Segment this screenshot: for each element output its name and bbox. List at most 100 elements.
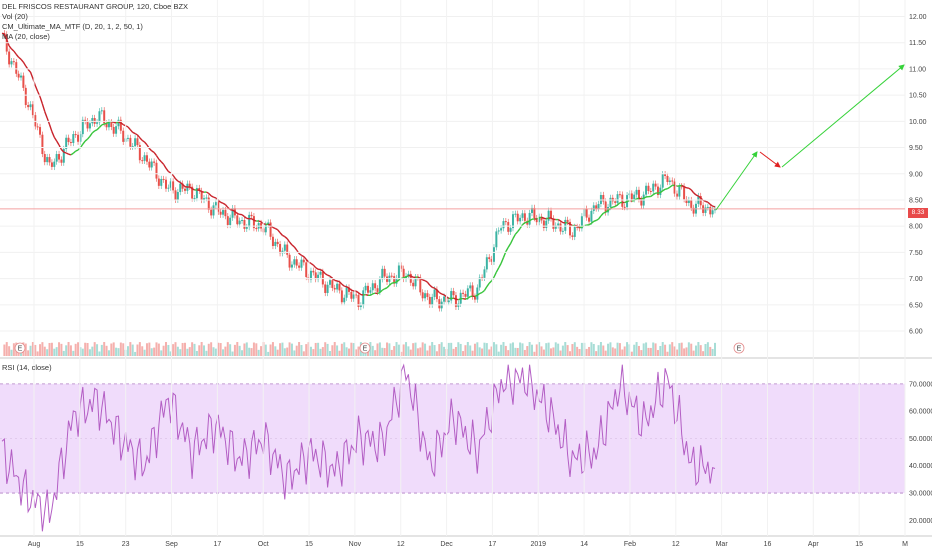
candle-body (53, 161, 56, 167)
candle-body (164, 179, 167, 189)
volume-bar (611, 347, 614, 356)
candle-body (324, 284, 327, 293)
ma-segment (237, 212, 240, 216)
ma-segment (289, 241, 293, 246)
volume-bar (576, 346, 579, 356)
ma-segment (141, 139, 146, 143)
volume-bar (395, 342, 398, 356)
ma-segment (431, 286, 435, 289)
ma-segment (417, 276, 421, 279)
ma-segment (241, 214, 245, 218)
candle-body (269, 222, 272, 237)
volume-bar (205, 350, 208, 356)
ma-segment (384, 287, 388, 290)
volume-bar (326, 343, 329, 356)
volume-bar (647, 347, 650, 356)
ma-segment (315, 267, 319, 270)
volume-bar (690, 343, 693, 356)
ma-mtf-legend[interactable]: CM_Ultimate_MA_MTF (D, 20, 1, 2, 50, 1) (2, 22, 143, 31)
ma-segment (346, 286, 350, 289)
ma-legend[interactable]: MA (20, close) (2, 32, 50, 41)
ma-segment (267, 223, 271, 227)
ma-segment (538, 216, 542, 219)
candle-body (81, 119, 84, 135)
ma-segment (465, 297, 469, 300)
ma-segment (693, 192, 697, 196)
volume-bar (599, 342, 602, 356)
volume-bar (252, 342, 255, 356)
candle-body (462, 292, 465, 294)
ma-segment (709, 203, 714, 207)
candle-body (516, 213, 519, 222)
price-tick-label: 11.50 (909, 40, 926, 47)
candle-body (55, 154, 58, 162)
volume-bar (162, 345, 165, 356)
ma-segment (68, 153, 72, 156)
volume-bar (547, 342, 550, 356)
candle-body (550, 210, 553, 219)
ma-segment (179, 181, 184, 185)
volume-bar (507, 350, 510, 356)
candle-body (419, 277, 422, 293)
rsi-line (1, 363, 716, 532)
volume-bar (666, 351, 669, 356)
candle-body (8, 51, 11, 65)
volume-bar (675, 349, 678, 356)
candle-body (46, 157, 49, 163)
earnings-marker-label: E (18, 346, 23, 353)
ma-segment (529, 218, 533, 222)
candle-body (473, 296, 476, 300)
candle-body (222, 210, 225, 215)
volume-bar (88, 349, 91, 356)
volume-bar (222, 349, 225, 356)
ma-segment (631, 199, 635, 202)
ma-segment (258, 220, 262, 223)
candle-body (103, 110, 106, 124)
volume-bar (590, 342, 593, 356)
ma-segment (344, 285, 347, 288)
price-tick-label: 9.00 (909, 171, 923, 178)
ma-segment (610, 206, 614, 209)
volume-bar (409, 349, 412, 356)
rsi-legend[interactable]: RSI (14, close) (2, 363, 52, 372)
volume-bar (635, 342, 638, 356)
volume-bar (500, 344, 503, 356)
candle-body (200, 190, 203, 200)
volume-bar (502, 342, 505, 356)
volume-bar (169, 351, 172, 356)
candle-body (509, 228, 512, 232)
candle-body (685, 199, 688, 203)
candle-body (709, 206, 712, 215)
volume-bar (298, 342, 301, 356)
candle-body (618, 194, 621, 196)
candle-body (652, 183, 655, 192)
volume-bar (459, 343, 462, 356)
candle-body (609, 197, 612, 207)
candle-body (545, 220, 548, 228)
candle-body (226, 216, 229, 225)
ma-segment (201, 190, 205, 193)
volume-bar (469, 345, 472, 356)
candle-body (628, 193, 631, 196)
volume-bar (36, 351, 39, 356)
volume-legend[interactable]: Vol (20) (2, 12, 28, 21)
ma-segment (151, 150, 155, 154)
volume-bar (704, 344, 707, 356)
symbol-legend[interactable]: DEL FRISCOS RESTAURANT GROUP, 120, Cboe … (2, 2, 189, 11)
ma-segment (263, 222, 267, 226)
price-pane[interactable] (0, 0, 905, 357)
candle-body (502, 221, 505, 229)
volume-bar (668, 344, 671, 356)
candle-body (647, 185, 650, 191)
ma-segment (29, 71, 34, 79)
candle-body (376, 288, 379, 292)
candle-body (649, 190, 652, 192)
price-tick-label: 6.00 (909, 329, 923, 336)
candle-body (300, 259, 303, 268)
ma-segment (310, 262, 314, 266)
candle-body (447, 300, 450, 303)
volume-bar (462, 351, 465, 356)
ma-segment (681, 184, 685, 188)
candle-body (162, 178, 165, 180)
